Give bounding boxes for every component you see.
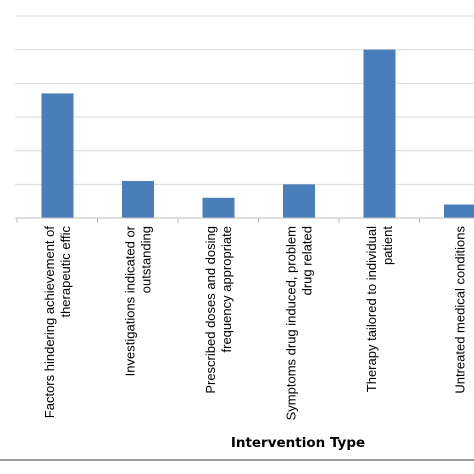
x-tick-label: Symptoms drug induced, problemdrug relat… (284, 226, 315, 420)
x-tick-label-line: Factors hindering achievement of (42, 226, 57, 419)
bar (283, 184, 315, 218)
x-tick-label: Factors hindering achievement oftherapeu… (42, 226, 73, 419)
x-tick-labels: Factors hindering achievement oftherapeu… (42, 225, 468, 420)
x-tick-label-line: patient (380, 226, 395, 265)
x-tick-label-line: Untreated medical conditions (453, 226, 468, 394)
bar (122, 180, 154, 218)
bar (444, 204, 474, 218)
x-tick-label: Therapy tailored to individualpatient (364, 226, 395, 393)
x-tick-label-line: frequency appropriate (219, 226, 234, 352)
bars (41, 49, 474, 218)
gridlines (15, 15, 474, 185)
x-axis-title: Intervention Type (231, 435, 365, 451)
x-tick-label-line: therapeutic effic (58, 226, 73, 318)
x-tick-label-line: Therapy tailored to individual (364, 226, 379, 392)
chart-frame (0, 459, 474, 461)
x-tick-label-line: Symptoms drug induced, problem (284, 226, 299, 420)
bar (41, 93, 74, 218)
x-tick-label: Prescribed doses and dosingfrequency app… (203, 226, 234, 394)
x-tick-label-line: outstanding (139, 226, 154, 293)
x-tick-label: Untreated medical conditions (453, 226, 468, 394)
x-ticks (16, 218, 420, 223)
x-tick-label-line: Prescribed doses and dosing (203, 226, 218, 394)
x-tick-label: Investigations indicated oroutstanding (123, 225, 154, 376)
bar (202, 197, 235, 218)
bar (363, 49, 396, 218)
x-tick-label-line: Investigations indicated or (123, 225, 138, 376)
x-tick-label-line: drug related (300, 226, 315, 295)
